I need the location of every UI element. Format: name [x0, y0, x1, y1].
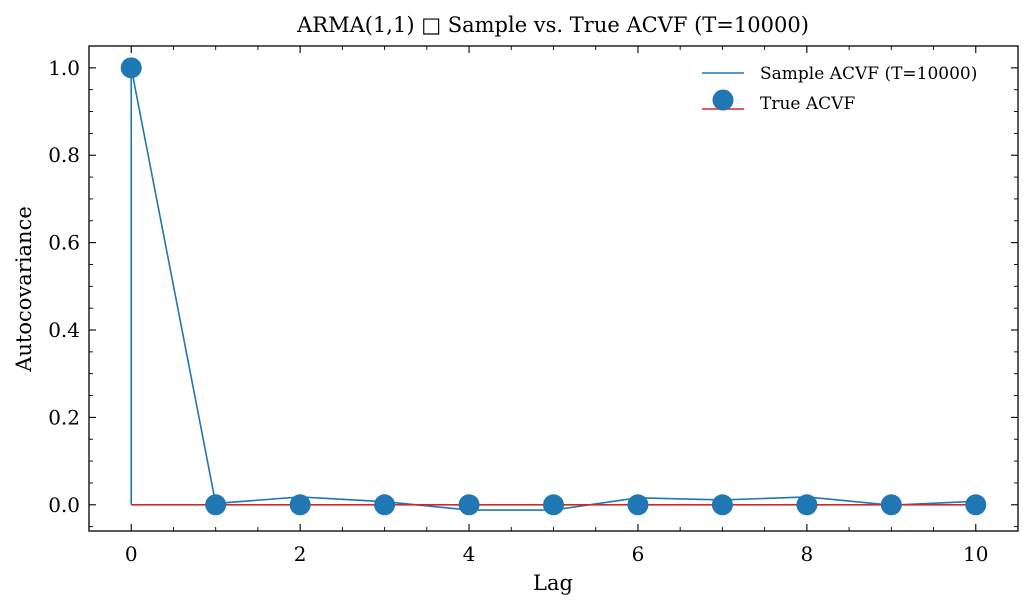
axes-frame [88, 45, 1019, 532]
legend: Sample ACVF (T=10000) True ACVF [702, 64, 977, 114]
legend-true-marker-swatch [712, 89, 734, 111]
y-tick-label: 1.0 [48, 56, 80, 80]
x-tick-label: 0 [125, 542, 138, 566]
true-acvf-marker [458, 494, 480, 516]
true-acvf-marker [374, 494, 396, 516]
legend-sample-label: Sample ACVF (T=10000) [760, 64, 977, 84]
x-axis-label: Lag [533, 571, 573, 595]
y-tick-label: 0.8 [48, 143, 80, 167]
x-tick-label: 2 [294, 542, 307, 566]
x-tick-label: 6 [632, 542, 645, 566]
true-acvf-marker [120, 57, 142, 79]
y-tick-label: 0.4 [48, 318, 80, 342]
y-tick-label: 0.2 [48, 405, 80, 429]
legend-true-label: True ACVF [760, 94, 855, 114]
true-acvf-marker [289, 494, 311, 516]
x-tick-label: 8 [800, 542, 813, 566]
y-axis-label: Autocovariance [12, 206, 36, 373]
y-tick-label: 0.6 [48, 231, 80, 255]
true-acvf-marker [543, 494, 564, 516]
true-acvf-marker [796, 494, 818, 516]
chart-title: ARMA(1,1) □ Sample vs. True ACVF (T=1000… [296, 13, 809, 37]
true-acvf-marker [880, 494, 902, 516]
plot-area: 0 2 4 6 8 10 0.0 0.2 0.4 0.6 0.8 1.0 [48, 45, 1019, 566]
x-tick-label: 10 [963, 542, 988, 566]
true-acvf-marker [711, 494, 733, 516]
sample-acvf-line [130, 67, 976, 511]
true-acvf-marker [965, 494, 987, 516]
x-tick-label: 4 [463, 542, 476, 566]
y-tick-label: 0.0 [48, 493, 80, 517]
true-acvf-marker [205, 494, 227, 516]
true-acvf-marker [627, 494, 649, 516]
